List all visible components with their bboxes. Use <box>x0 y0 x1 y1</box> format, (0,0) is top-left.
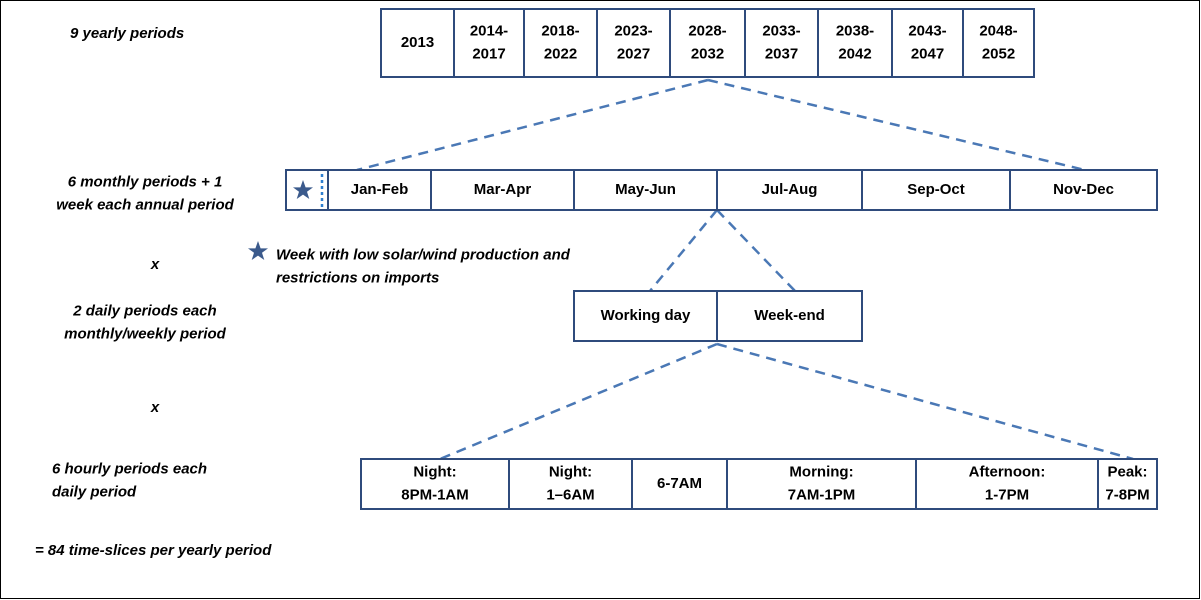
row-label: 6 monthly periods + 1 <box>68 173 223 190</box>
hourly-label: Peak: <box>1107 463 1147 480</box>
hourly-label: Night: <box>549 463 592 480</box>
star-note: restrictions on imports <box>276 269 439 286</box>
yearly-label: 2052 <box>982 45 1015 62</box>
yearly-label: 2018- <box>541 22 579 39</box>
yearly-label: 2037 <box>765 45 798 62</box>
hourly-label: 6-7AM <box>657 475 702 492</box>
monthly-box <box>861 169 1011 211</box>
monthly-box <box>327 169 432 211</box>
hourly-label: Night: <box>413 463 456 480</box>
daily-label: Working day <box>601 307 691 324</box>
content: 9 yearly periods 6 monthly periods + 1 wee… <box>35 8 1158 559</box>
yearly-label: 2048- <box>979 22 1017 39</box>
total-label: = 84 time-slices per yearly period <box>35 542 272 559</box>
yearly-label: 2022 <box>544 45 577 62</box>
yearly-box <box>523 8 598 78</box>
connector <box>356 78 709 172</box>
monthly-box <box>573 169 718 211</box>
hourly-label: 7AM-1PM <box>788 486 856 503</box>
daily-label: Week-end <box>754 307 825 324</box>
row-label: monthly/weekly period <box>64 325 227 342</box>
yearly-label: 2014- <box>470 22 508 39</box>
yearly-label: 2017 <box>472 45 505 62</box>
connector <box>716 342 1134 461</box>
row-label: week each annual period <box>56 196 234 213</box>
yearly-box <box>817 8 893 78</box>
monthly-box <box>430 169 575 211</box>
monthly-label: Jul-Aug <box>762 181 818 198</box>
connector <box>716 209 796 292</box>
yearly-box <box>669 8 746 78</box>
monthly-label: Nov-Dec <box>1053 181 1114 198</box>
monthly-label: Sep-Oct <box>907 181 965 198</box>
hourly-label: 7-8PM <box>1105 486 1149 503</box>
hourly-label: 1-7PM <box>985 486 1029 503</box>
star-icon <box>248 241 268 260</box>
yearly-label: 2023- <box>614 22 652 39</box>
multiplier: x <box>150 399 160 416</box>
yearly-label: 2013 <box>401 34 434 51</box>
multiplier: x <box>150 256 160 273</box>
yearly-label: 2027 <box>617 45 650 62</box>
hourly-label: Morning: <box>789 463 853 480</box>
monthly-label: Jan-Feb <box>351 181 409 198</box>
monthly-label: May-Jun <box>615 181 676 198</box>
row-label: 9 yearly periods <box>70 25 184 42</box>
yearly-label: 2047 <box>911 45 944 62</box>
connector <box>649 209 718 292</box>
daily-box <box>716 290 863 342</box>
yearly-box <box>744 8 819 78</box>
yearly-label: 2038- <box>836 22 874 39</box>
monthly-box <box>716 169 863 211</box>
hourly-label: 8PM-1AM <box>401 486 469 503</box>
star-note: Week with low solar/wind production and <box>276 246 571 263</box>
yearly-label: 2028- <box>688 22 726 39</box>
monthly-box <box>1009 169 1158 211</box>
hourly-box <box>726 458 917 510</box>
yearly-label: 2043- <box>908 22 946 39</box>
monthly-label: Mar-Apr <box>474 181 532 198</box>
row-label: daily period <box>52 483 137 500</box>
yearly-label: 2042 <box>838 45 871 62</box>
hourly-box <box>1097 458 1158 510</box>
hourly-label: Afternoon: <box>969 463 1046 480</box>
yearly-label: 2033- <box>762 22 800 39</box>
yearly-box <box>453 8 525 78</box>
row-label: 6 hourly periods each <box>52 460 207 477</box>
row-label: 2 daily periods each <box>72 302 216 319</box>
star-icon <box>293 180 313 199</box>
hourly-box <box>360 458 510 510</box>
yearly-box <box>962 8 1035 78</box>
yearly-box <box>596 8 671 78</box>
yearly-label: 2032 <box>691 45 724 62</box>
daily-box <box>573 290 718 342</box>
yearly-box <box>891 8 964 78</box>
hourly-label: 1–6AM <box>546 486 594 503</box>
hourly-box <box>631 458 728 510</box>
connector <box>707 78 1086 172</box>
